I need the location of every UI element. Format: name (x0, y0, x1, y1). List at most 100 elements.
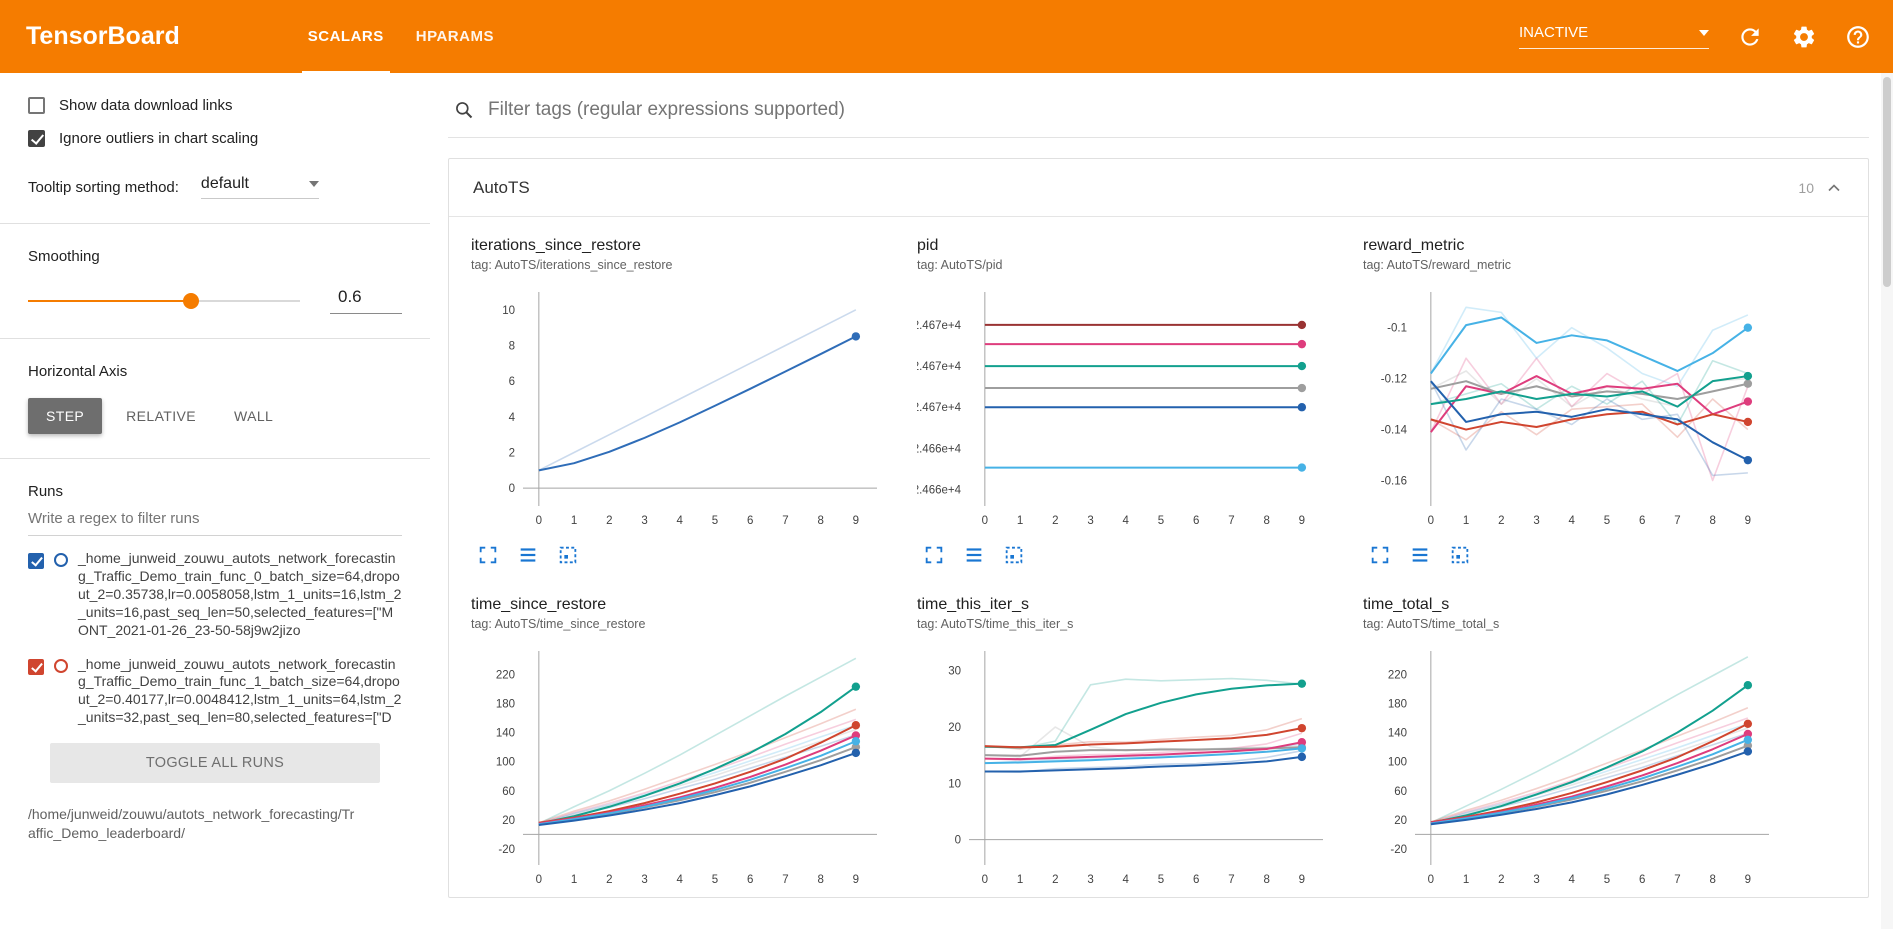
chart-plot[interactable]: 0 10 20 30 0 1 2 3 4 5 6 7 8 9 (917, 639, 1337, 895)
svg-text:4: 4 (1569, 874, 1576, 886)
horizontal-axis-step-button[interactable]: STEP (28, 398, 103, 434)
svg-text:3: 3 (1087, 515, 1093, 527)
expand-icon[interactable] (923, 544, 945, 566)
smoothing-label: Smoothing (28, 248, 100, 265)
smoothing-value-input[interactable]: 0.6 (330, 287, 402, 314)
show-download-links-option[interactable]: Show data download links (28, 97, 402, 114)
expand-icon[interactable] (477, 544, 499, 566)
svg-text:8: 8 (1263, 874, 1269, 886)
run-name: _home_junweid_zouwu_autots_network_forec… (78, 655, 402, 726)
svg-text:3: 3 (1533, 515, 1539, 527)
tag-group-count: 10 (1798, 179, 1814, 196)
refresh-icon[interactable] (1737, 24, 1763, 50)
runs-filter-input[interactable] (28, 500, 402, 536)
svg-text:140: 140 (496, 728, 515, 740)
fit-domain-icon[interactable] (557, 544, 579, 566)
tooltip-sort-value: default (200, 175, 249, 192)
settings-icon[interactable] (1791, 24, 1817, 50)
smoothing-slider[interactable] (28, 292, 300, 309)
run-checkbox[interactable] (28, 658, 44, 675)
svg-text:4: 4 (677, 515, 684, 527)
fit-domain-icon[interactable] (1003, 544, 1025, 566)
svg-text:6: 6 (747, 874, 753, 886)
chart-plot[interactable]: 2.467e+4 2.467e+4 2.467e+4 2.466e+4 2.466e+4… (917, 280, 1337, 536)
scrollbar-thumb[interactable] (1883, 77, 1891, 287)
svg-text:2.466e+4: 2.466e+4 (917, 443, 962, 455)
svg-text:0: 0 (536, 515, 542, 527)
tab-hparams[interactable]: HPARAMS (415, 28, 494, 45)
data-status-select[interactable]: INACTIVE (1519, 24, 1709, 49)
svg-text:3: 3 (1533, 874, 1539, 886)
svg-text:1: 1 (1463, 515, 1469, 527)
chart-title: time_this_iter_s (917, 596, 1030, 613)
svg-text:100: 100 (1388, 757, 1407, 769)
chart-tag: tag: AutoTS/pid (917, 258, 1003, 272)
scrollbar[interactable] (1881, 73, 1893, 929)
run-item[interactable]: _home_junweid_zouwu_autots_network_forec… (28, 656, 402, 728)
svg-text:0: 0 (982, 515, 988, 527)
horizontal-axis-relative-button[interactable]: RELATIVE (112, 398, 210, 434)
ignore-outliers-checkbox[interactable] (28, 130, 45, 147)
chart-plot[interactable]: -0.1 -0.12 -0.14 -0.16 0 1 2 3 4 5 6 7 8 9 (1363, 280, 1783, 536)
svg-text:-0.16: -0.16 (1381, 476, 1407, 488)
tooltip-sort-select[interactable]: default (200, 175, 319, 199)
run-radio[interactable] (54, 553, 68, 567)
svg-text:10: 10 (948, 778, 961, 790)
scalar-chart-card: time_total_s tag: AutoTS/time_total_s -2… (1363, 596, 1783, 897)
svg-text:3: 3 (1087, 874, 1093, 886)
tooltip-sort-label: Tooltip sorting method: (28, 178, 179, 196)
svg-text:20: 20 (948, 722, 961, 734)
svg-text:2: 2 (1498, 515, 1504, 527)
run-radio[interactable] (54, 658, 68, 673)
expand-icon[interactable] (1369, 544, 1391, 566)
svg-text:9: 9 (1745, 874, 1751, 886)
data-table-icon[interactable] (963, 544, 985, 566)
svg-text:6: 6 (1639, 515, 1645, 527)
run-checkbox[interactable] (28, 553, 44, 569)
svg-text:0: 0 (982, 874, 988, 886)
tab-scalars[interactable]: SCALARS (292, 0, 400, 73)
chart-title: pid (917, 237, 939, 254)
tag-filter-bar (448, 83, 1869, 138)
fit-domain-icon[interactable] (1449, 544, 1471, 566)
ignore-outliers-option[interactable]: Ignore outliers in chart scaling (28, 130, 402, 147)
chart-tag: tag: AutoTS/iterations_since_restore (471, 258, 673, 272)
smoothing-slider-knob[interactable] (183, 292, 200, 309)
smoothing-slider-fill (28, 299, 192, 302)
svg-text:30: 30 (948, 666, 961, 678)
svg-text:7: 7 (1228, 874, 1234, 886)
svg-text:4: 4 (1123, 515, 1130, 527)
toggle-all-runs-button[interactable]: TOGGLE ALL RUNS (50, 743, 380, 784)
horizontal-axis-wall-button[interactable]: WALL (220, 398, 287, 434)
svg-text:20: 20 (502, 815, 515, 827)
svg-text:7: 7 (1228, 515, 1234, 527)
chart-plot[interactable]: -20 20 60 100 140 180 220 0 1 2 3 4 5 6 7 8 9 (1363, 639, 1783, 895)
chart-plot[interactable]: 0 2 4 6 8 10 0 1 2 3 4 5 6 7 8 9 (471, 280, 891, 536)
tag-group-header[interactable]: AutoTS 10 (449, 159, 1868, 217)
svg-text:0: 0 (509, 483, 515, 495)
svg-text:7: 7 (1674, 874, 1680, 886)
svg-text:1: 1 (571, 515, 577, 527)
logdir-path: /home/junweid/zouwu/autots_network_forec… (28, 806, 355, 842)
data-table-icon[interactable] (517, 544, 539, 566)
svg-text:0: 0 (955, 835, 961, 847)
tag-filter-input[interactable] (488, 99, 1865, 121)
help-icon[interactable] (1845, 24, 1871, 50)
svg-text:4: 4 (509, 412, 516, 424)
svg-text:2: 2 (509, 448, 515, 460)
chart-plot[interactable]: -20 20 60 100 140 180 220 0 1 2 3 4 5 6 7 8 9 (471, 639, 891, 895)
ignore-outliers-label: Ignore outliers in chart scaling (59, 130, 259, 147)
svg-text:0: 0 (536, 874, 542, 886)
tag-group-card: AutoTS 10 iterations_since_restore tag: … (448, 158, 1869, 898)
svg-text:60: 60 (1394, 786, 1407, 798)
show-download-links-checkbox[interactable] (28, 97, 45, 114)
chevron-up-icon[interactable] (1824, 178, 1844, 198)
svg-text:0: 0 (1428, 874, 1434, 886)
svg-text:6: 6 (747, 515, 753, 527)
svg-text:-20: -20 (1390, 844, 1407, 856)
run-item[interactable]: _home_junweid_zouwu_autots_network_forec… (28, 550, 402, 640)
scalar-chart-card: iterations_since_restore tag: AutoTS/ite… (471, 237, 891, 566)
data-table-icon[interactable] (1409, 544, 1431, 566)
svg-text:180: 180 (1388, 698, 1407, 710)
horizontal-axis-label: Horizontal Axis (28, 363, 128, 380)
